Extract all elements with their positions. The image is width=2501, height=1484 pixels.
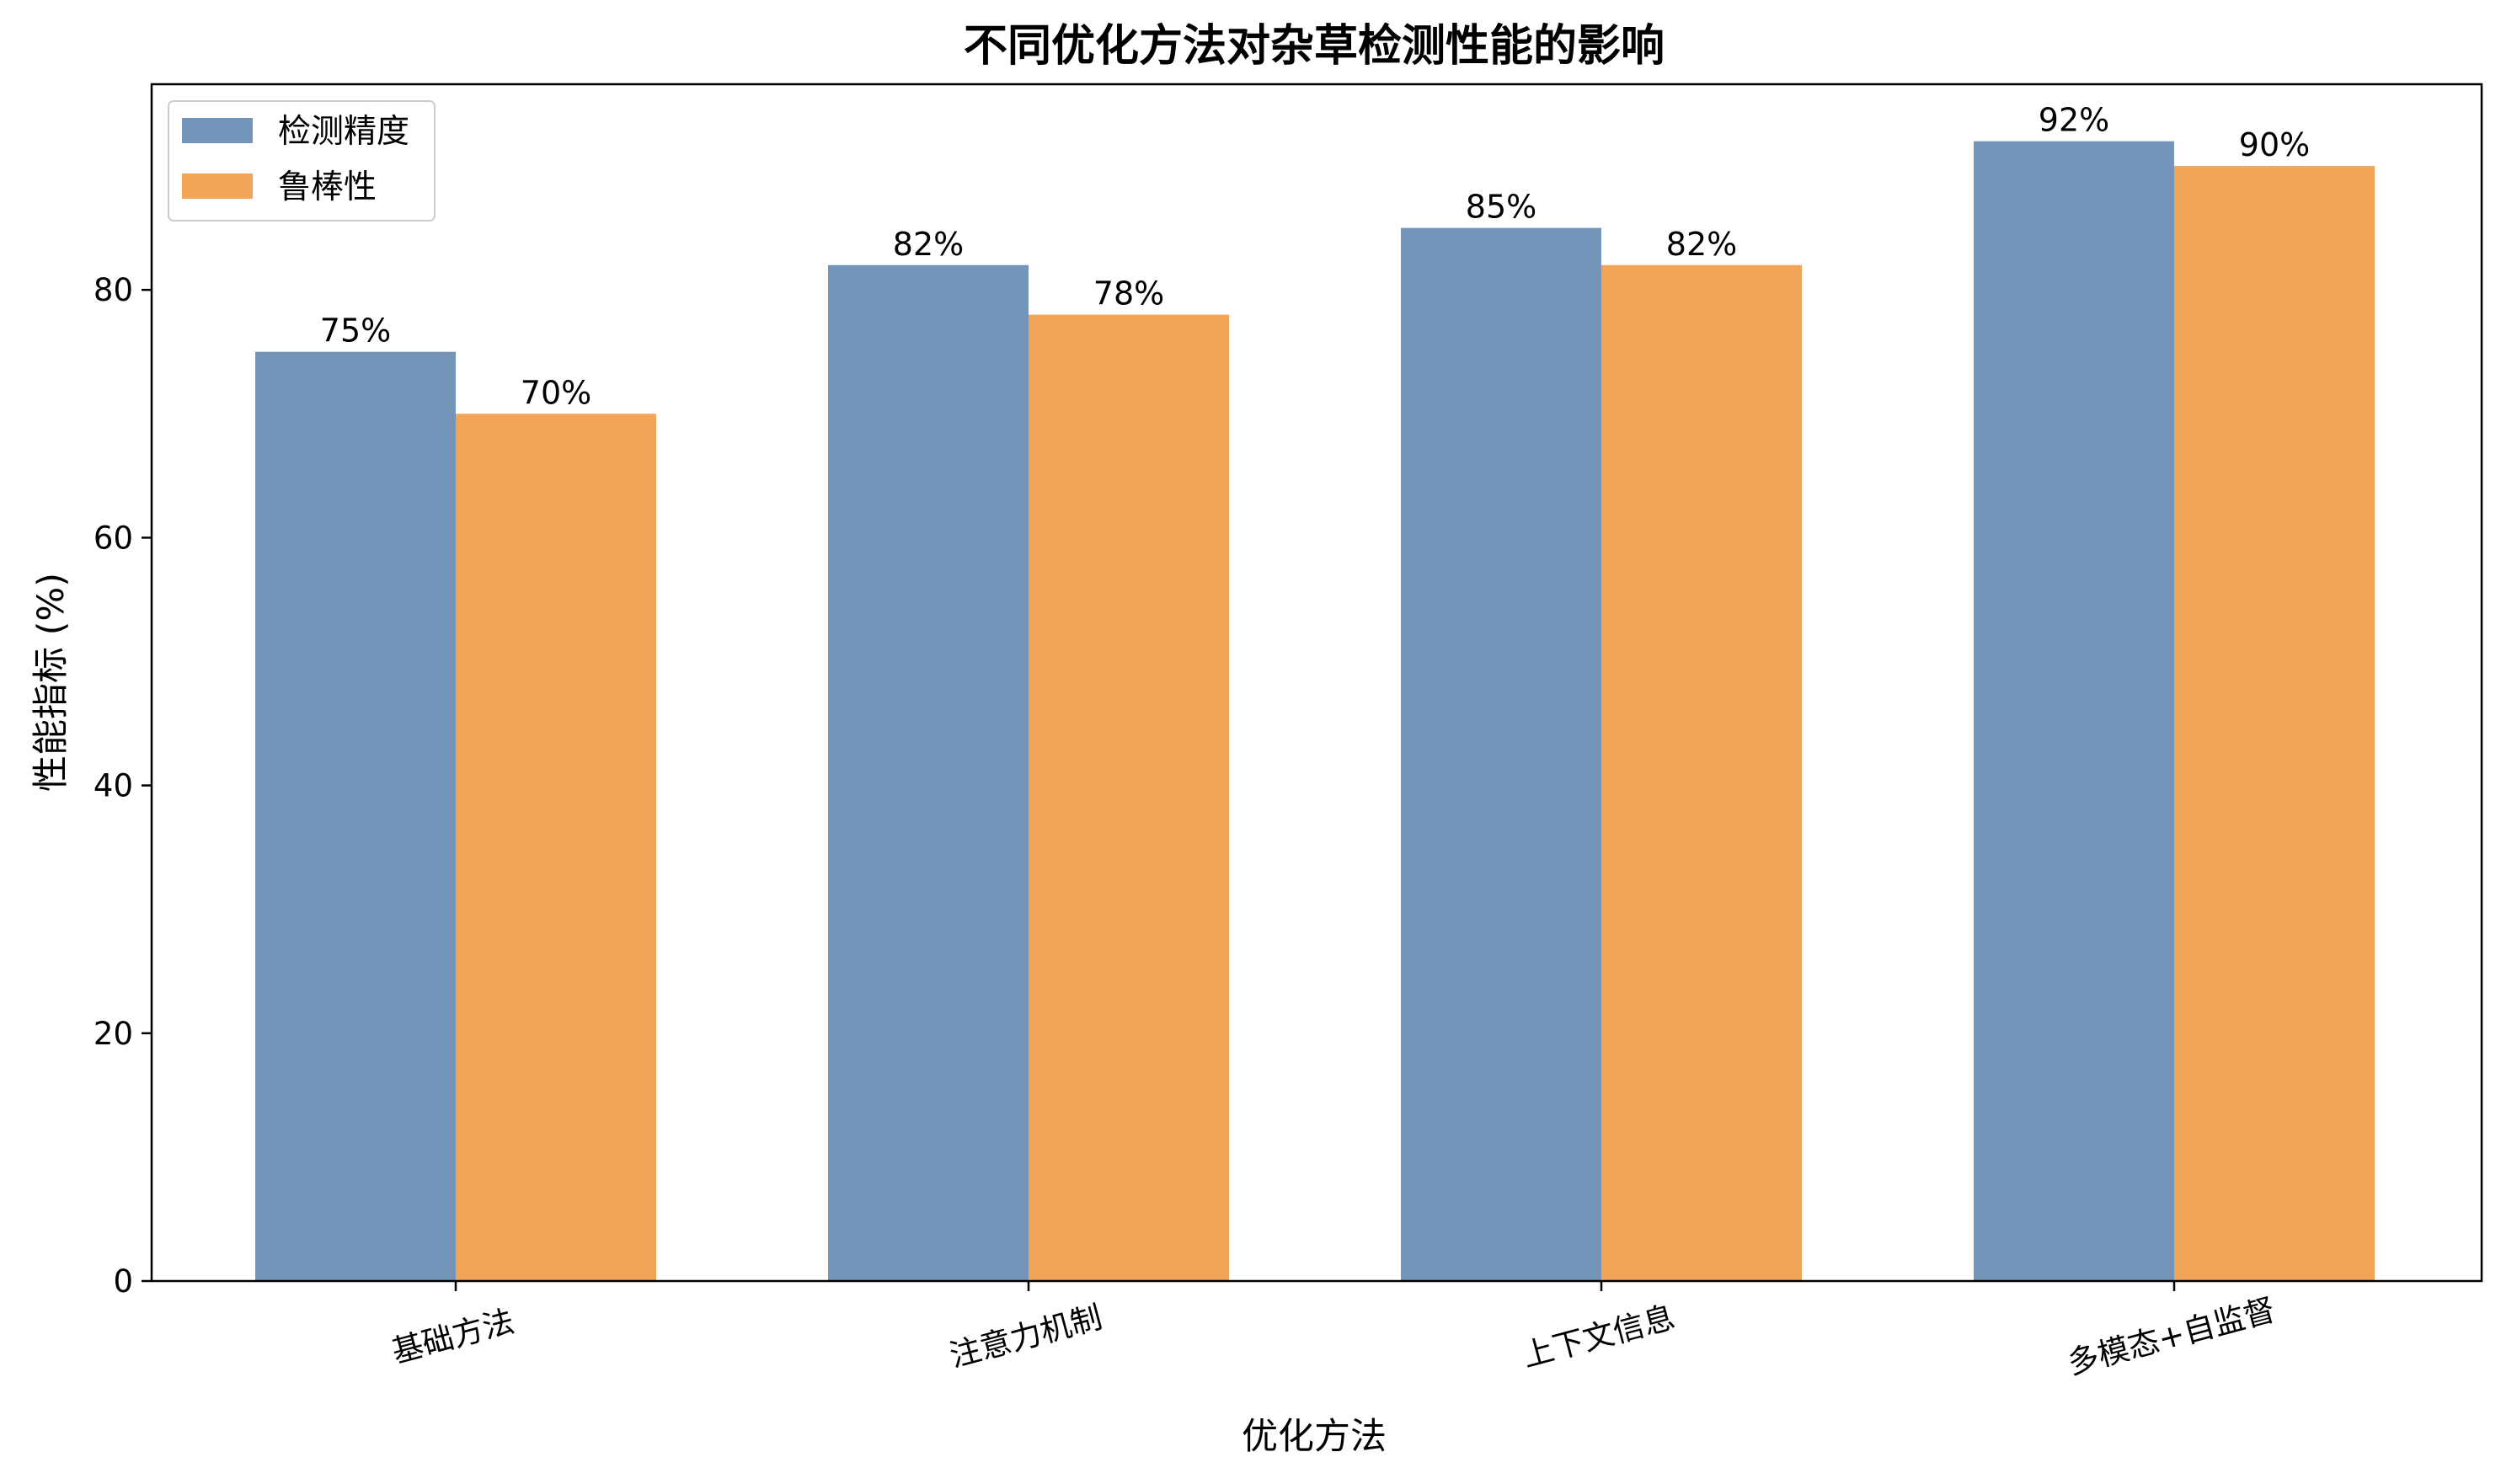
y-axis-title: 性能指标 (%) xyxy=(30,573,72,792)
y-tick-label: 60 xyxy=(94,520,133,556)
bar-detection-accuracy-0 xyxy=(255,351,456,1281)
plot-frame xyxy=(150,83,2483,1283)
data-label-detection-accuracy-3: 92% xyxy=(2039,102,2109,139)
data-label-robustness-1: 78% xyxy=(1093,275,1164,312)
legend-swatch-robustness xyxy=(182,173,253,199)
data-labels-layer: 75% 70% 82% 78% 85% 82% 92% 90% xyxy=(320,102,2310,412)
bars-layer xyxy=(255,141,2375,1282)
legend-label-robustness: 鲁棒性 xyxy=(278,168,377,206)
legend: 检测精度 鲁棒性 xyxy=(168,100,436,222)
bar-robustness-2 xyxy=(1601,264,1802,1282)
data-label-detection-accuracy-2: 85% xyxy=(1466,189,1536,226)
y-tick-label: 40 xyxy=(94,768,133,804)
y-tick-label: 0 xyxy=(113,1263,133,1300)
data-label-robustness-2: 82% xyxy=(1666,226,1737,263)
bar-robustness-1 xyxy=(1029,314,1229,1282)
legend-label-detection-accuracy: 检测精度 xyxy=(278,113,409,151)
bar-detection-accuracy-1 xyxy=(828,264,1029,1282)
chart-title: 不同优化方法对杂草检测性能的影响 xyxy=(964,21,1665,72)
data-label-detection-accuracy-1: 82% xyxy=(893,226,964,263)
y-tick-label: 80 xyxy=(94,272,133,308)
bar-robustness-0 xyxy=(456,414,656,1282)
bar-robustness-3 xyxy=(2174,166,2375,1282)
bar-detection-accuracy-3 xyxy=(1974,141,2174,1282)
data-label-robustness-0: 70% xyxy=(521,374,591,411)
data-label-robustness-3: 90% xyxy=(2239,126,2310,163)
legend-swatch-detection-accuracy xyxy=(182,118,253,143)
bar-detection-accuracy-2 xyxy=(1401,227,1601,1281)
x-axis-title: 优化方法 xyxy=(1242,1416,1387,1458)
data-label-detection-accuracy-0: 75% xyxy=(320,312,391,350)
y-tick-label: 20 xyxy=(94,1016,133,1052)
